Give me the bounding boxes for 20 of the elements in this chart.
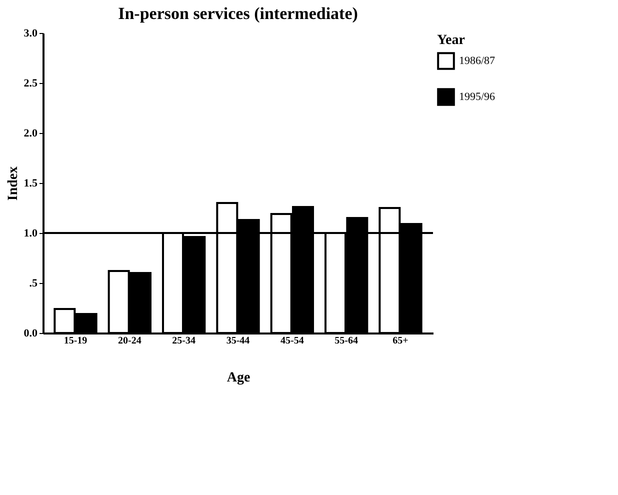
y-tick-label: .5 [29, 278, 38, 290]
legend-label: 1986/87 [459, 55, 496, 67]
y-axis-title: Index [6, 166, 21, 201]
x-tick-label: 15-19 [64, 336, 88, 346]
text: 3.0 [24, 28, 38, 40]
x-tick-label: 35-44 [226, 336, 250, 346]
x-tick-label: 20-24 [118, 336, 142, 346]
x-tick-label: 25-34 [172, 336, 196, 346]
chart-title: In-person services (intermediate) [118, 4, 358, 23]
x-axis-title: Age [226, 370, 250, 386]
legend-label: 1995/96 [459, 91, 496, 103]
legend-title: Year [437, 33, 465, 48]
text: 0.0 [24, 328, 38, 340]
text: 1.5 [24, 178, 38, 190]
x-tick-label: 65+ [392, 336, 409, 346]
x-tick-label: 45-54 [280, 336, 304, 346]
text: 2.0 [24, 128, 38, 140]
text: 2.5 [24, 78, 38, 90]
x-tick-label: 55-64 [334, 336, 358, 346]
text: 1.0 [24, 228, 38, 240]
